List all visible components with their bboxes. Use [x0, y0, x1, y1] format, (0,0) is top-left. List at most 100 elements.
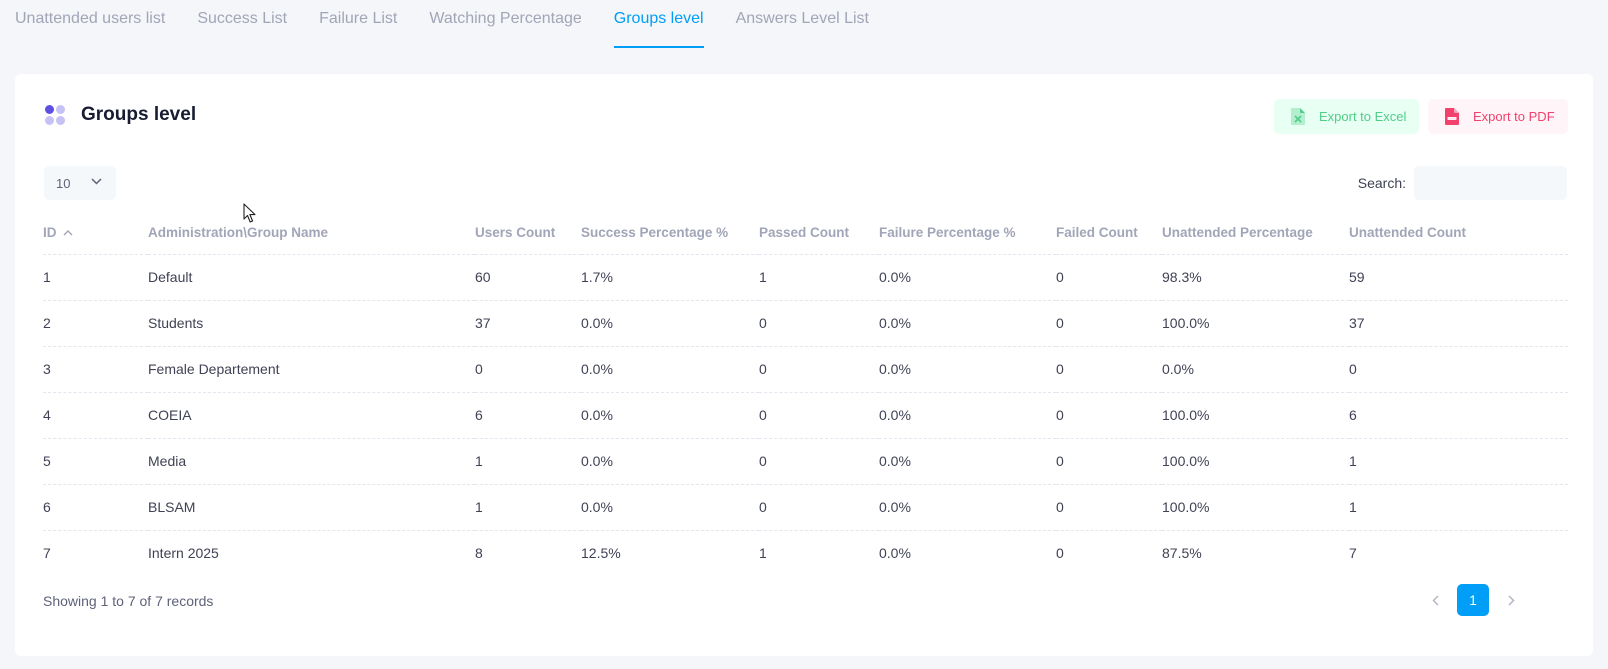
export-pdf-label: Export to PDF — [1473, 109, 1555, 124]
cell-group-name: Intern 2025 — [148, 545, 219, 562]
cell-id: 4 — [43, 392, 148, 439]
cell-users-count: 37 — [475, 300, 581, 347]
cell-passed-count: 0 — [759, 484, 879, 531]
cell-users-count: 6 — [475, 392, 581, 439]
export-pdf-button[interactable]: Export to PDF — [1428, 99, 1568, 134]
groups-table: ID Administration\Group Name Users Count… — [43, 211, 1568, 576]
cell-users-count: 1 — [475, 484, 581, 531]
tab-unattended-users-list[interactable]: Unattended users list — [15, 10, 166, 27]
cell-unattended-percentage: 98.3% — [1162, 254, 1349, 301]
page-length-value: 10 — [56, 175, 71, 191]
cell-unattended-percentage: 87.5% — [1162, 545, 1202, 562]
cell-unattended-percentage: 0.0% — [1162, 346, 1349, 393]
column-header-passed-count[interactable]: Passed Count — [759, 211, 879, 255]
column-header-failure-percentage[interactable]: Failure Percentage % — [879, 211, 1056, 255]
cell-group-name: Default — [148, 254, 475, 301]
chevron-right-icon — [1507, 594, 1515, 606]
cell-success-percentage: 0.0% — [581, 438, 759, 485]
records-info: Showing 1 to 7 of 7 records — [43, 593, 214, 609]
table-row: 3 Female Departement 0 0.0% 0 0.0% 0 0.0% 0 — [43, 346, 1568, 393]
cell-group-name: Students — [148, 300, 475, 347]
cell-id: 3 — [43, 346, 148, 393]
cell-id: 7 — [43, 545, 51, 562]
cell-failed-count: 0 — [1056, 545, 1064, 562]
pagination: 1 — [1419, 584, 1527, 616]
cell-id: 1 — [43, 254, 148, 301]
tab-success-list[interactable]: Success List — [197, 10, 288, 27]
tab-groups-level[interactable]: Groups level — [613, 0, 704, 48]
cell-passed-count: 0 — [759, 300, 879, 347]
cell-unattended-count: 6 — [1349, 392, 1568, 439]
table-row: 2 Students 37 0.0% 0 0.0% 0 100.0% 37 — [43, 300, 1568, 347]
cell-unattended-count: 1 — [1349, 438, 1568, 485]
cell-unattended-count: 1 — [1349, 484, 1568, 531]
cell-unattended-percentage: 100.0% — [1162, 484, 1349, 531]
next-page-button[interactable] — [1495, 584, 1527, 616]
cell-failed-count: 0 — [1056, 300, 1162, 347]
cell-passed-count: 1 — [759, 545, 767, 562]
cell-users-count: 0 — [475, 346, 581, 393]
tab-watching-percentage[interactable]: Watching Percentage — [429, 10, 582, 27]
search-input[interactable] — [1414, 166, 1567, 200]
column-header-unattended-percentage[interactable]: Unattended Percentage — [1162, 211, 1349, 255]
export-excel-button[interactable]: Export to Excel — [1274, 99, 1419, 134]
search-label: Search: — [1357, 175, 1406, 191]
cell-users-count: 60 — [475, 254, 581, 301]
pdf-file-icon — [1445, 108, 1459, 125]
column-header-unattended-count[interactable]: Unattended Count — [1349, 211, 1568, 255]
cell-success-percentage: 1.7% — [581, 254, 759, 301]
cell-unattended-count: 59 — [1349, 254, 1568, 301]
tab-answers-level-list[interactable]: Answers Level List — [735, 10, 869, 27]
tab-failure-list[interactable]: Failure List — [319, 10, 398, 27]
table-row: 1 Default 60 1.7% 1 0.0% 0 98.3% 59 — [43, 254, 1568, 301]
cell-users-count: 1 — [475, 438, 581, 485]
cell-group-name: BLSAM — [148, 484, 475, 531]
dots-grid-icon — [45, 105, 65, 125]
cell-success-percentage: 0.0% — [581, 484, 759, 531]
cell-unattended-count: 0 — [1349, 346, 1568, 393]
table-row: 7 Intern 2025 8 12.5% 1 0.0% 0 87.5% 7 — [43, 530, 1568, 576]
cell-group-name: Media — [148, 438, 475, 485]
cell-unattended-percentage: 100.0% — [1162, 392, 1349, 439]
cell-failed-count: 0 — [1056, 484, 1162, 531]
cell-unattended-percentage: 100.0% — [1162, 438, 1349, 485]
groups-level-card: Groups level Export to Excel Export to P… — [15, 74, 1593, 656]
search-box: Search: — [1358, 166, 1567, 200]
cell-id: 2 — [43, 300, 148, 347]
table-header-row: ID Administration\Group Name Users Count… — [43, 211, 1568, 255]
column-header-failed-count[interactable]: Failed Count — [1056, 211, 1162, 255]
page-1-button[interactable]: 1 — [1457, 584, 1489, 616]
cell-unattended-count: 37 — [1349, 300, 1568, 347]
previous-page-button[interactable] — [1419, 584, 1451, 616]
cell-failure-percentage: 0.0% — [879, 346, 1056, 393]
table-row: 4 COEIA 6 0.0% 0 0.0% 0 100.0% 6 — [43, 392, 1568, 439]
cell-success-percentage: 0.0% — [581, 300, 759, 347]
cell-failed-count: 0 — [1056, 346, 1162, 393]
cell-failure-percentage: 0.0% — [879, 254, 1056, 301]
cell-id: 6 — [43, 484, 148, 531]
cell-success-percentage: 0.0% — [581, 392, 759, 439]
cell-success-percentage: 0.0% — [581, 346, 759, 393]
page-title: Groups level — [81, 104, 197, 125]
page-length-select[interactable]: 10 — [44, 166, 116, 200]
table-row: 6 BLSAM 1 0.0% 0 0.0% 0 100.0% 1 — [43, 484, 1568, 531]
excel-file-icon — [1291, 108, 1305, 125]
column-header-id[interactable]: ID — [43, 211, 148, 255]
cell-failed-count: 0 — [1056, 438, 1162, 485]
column-header-users-count[interactable]: Users Count — [475, 211, 581, 255]
column-header-group-name[interactable]: Administration\Group Name — [148, 211, 475, 255]
tabs-bar: Unattended users list Success List Failu… — [15, 0, 901, 48]
table-row: 5 Media 1 0.0% 0 0.0% 0 100.0% 1 — [43, 438, 1568, 485]
cell-passed-count: 0 — [759, 438, 879, 485]
cell-passed-count: 1 — [759, 254, 879, 301]
card-title: Groups level — [45, 104, 196, 126]
cell-users-count: 8 — [475, 545, 483, 562]
cell-success-percentage: 12.5% — [581, 545, 621, 562]
cell-group-name: Female Departement — [148, 346, 475, 393]
column-header-success-percentage[interactable]: Success Percentage % — [581, 211, 759, 255]
export-excel-label: Export to Excel — [1319, 109, 1407, 124]
chevron-left-icon — [1431, 594, 1439, 606]
cell-passed-count: 0 — [759, 392, 879, 439]
mouse-cursor-icon — [243, 203, 256, 223]
cell-passed-count: 0 — [759, 346, 879, 393]
